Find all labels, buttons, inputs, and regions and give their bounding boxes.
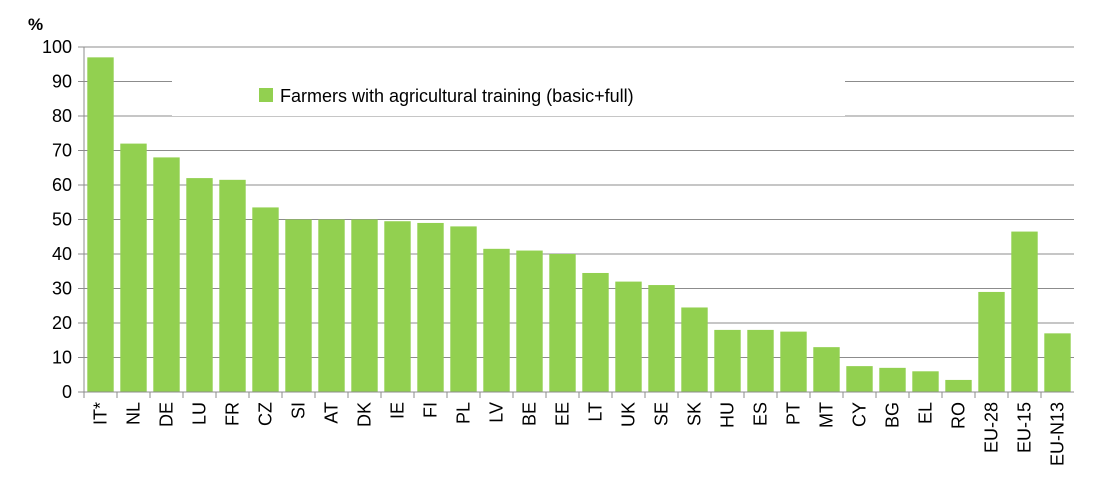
x-tick-label: MT bbox=[817, 402, 837, 428]
x-tick-label: AT bbox=[322, 402, 342, 424]
y-tick-label: 20 bbox=[52, 313, 72, 333]
x-tick-label: SI bbox=[289, 402, 309, 419]
bar bbox=[846, 366, 873, 392]
bar bbox=[912, 371, 939, 392]
x-tick-label: UK bbox=[619, 402, 639, 427]
bar bbox=[747, 329, 774, 392]
x-tick-label: RO bbox=[949, 402, 969, 429]
x-tick-label: PT bbox=[784, 402, 804, 425]
x-tick-label: LU bbox=[190, 402, 210, 425]
bar bbox=[219, 179, 246, 392]
bar bbox=[945, 379, 972, 392]
bar bbox=[615, 281, 642, 392]
y-tick-label: 0 bbox=[62, 382, 72, 402]
bar bbox=[879, 367, 906, 392]
bar bbox=[384, 221, 411, 392]
bar bbox=[978, 291, 1005, 392]
x-tick-label: EE bbox=[553, 402, 573, 426]
y-tick-label: 80 bbox=[52, 106, 72, 126]
bar bbox=[417, 222, 444, 392]
x-tick-label: EU-N13 bbox=[1048, 402, 1068, 466]
bar bbox=[549, 254, 576, 392]
bar bbox=[252, 207, 279, 392]
x-tick-label: DK bbox=[355, 402, 375, 427]
x-tick-label: EU-15 bbox=[1015, 402, 1035, 453]
bar bbox=[153, 157, 180, 392]
legend-label: Farmers with agricultural training (basi… bbox=[280, 86, 634, 106]
bar bbox=[714, 329, 741, 392]
x-tick-label: SE bbox=[652, 402, 672, 426]
y-tick-label: 100 bbox=[42, 37, 72, 57]
x-tick-label: LV bbox=[487, 402, 507, 423]
x-tick-label: EU-28 bbox=[982, 402, 1002, 453]
x-tick-label: IT* bbox=[91, 402, 111, 425]
x-tick-label: HU bbox=[718, 402, 738, 428]
x-tick-label: SK bbox=[685, 402, 705, 426]
y-tick-label: 50 bbox=[52, 210, 72, 230]
bar bbox=[483, 248, 510, 392]
x-tick-label: ES bbox=[751, 402, 771, 426]
x-tick-label: EL bbox=[916, 402, 936, 424]
x-tick-label: PL bbox=[454, 402, 474, 424]
bar bbox=[813, 347, 840, 392]
x-tick-label: LT bbox=[586, 402, 606, 422]
y-tick-label: 40 bbox=[52, 244, 72, 264]
x-tick-label: BG bbox=[883, 402, 903, 428]
y-tick-label: 10 bbox=[52, 348, 72, 368]
bar bbox=[648, 285, 675, 392]
x-tick-label: FR bbox=[223, 402, 243, 426]
bar bbox=[681, 307, 708, 392]
x-tick-label: DE bbox=[157, 402, 177, 427]
bar bbox=[516, 250, 543, 392]
y-tick-label: 60 bbox=[52, 175, 72, 195]
y-tick-label: 30 bbox=[52, 279, 72, 299]
bar bbox=[351, 219, 378, 392]
bar bbox=[450, 226, 477, 392]
legend-swatch bbox=[259, 88, 273, 102]
bar bbox=[582, 272, 609, 392]
bar bbox=[1011, 231, 1038, 392]
bar bbox=[780, 331, 807, 392]
x-tick-label: FI bbox=[421, 402, 441, 418]
x-tick-label: BE bbox=[520, 402, 540, 426]
bar bbox=[318, 219, 345, 392]
y-tick-label: 70 bbox=[52, 141, 72, 161]
bar bbox=[120, 143, 147, 392]
bar bbox=[1044, 333, 1071, 392]
x-tick-label: CZ bbox=[256, 402, 276, 426]
bar bbox=[87, 57, 114, 392]
x-tick-label: NL bbox=[124, 402, 144, 425]
bar bbox=[186, 178, 213, 392]
x-tick-label: CY bbox=[850, 402, 870, 427]
y-tick-label: 90 bbox=[52, 72, 72, 92]
bar bbox=[285, 219, 312, 392]
x-tick-label: IE bbox=[388, 402, 408, 419]
legend-box bbox=[172, 78, 845, 116]
y-axis-label: % bbox=[28, 15, 43, 34]
